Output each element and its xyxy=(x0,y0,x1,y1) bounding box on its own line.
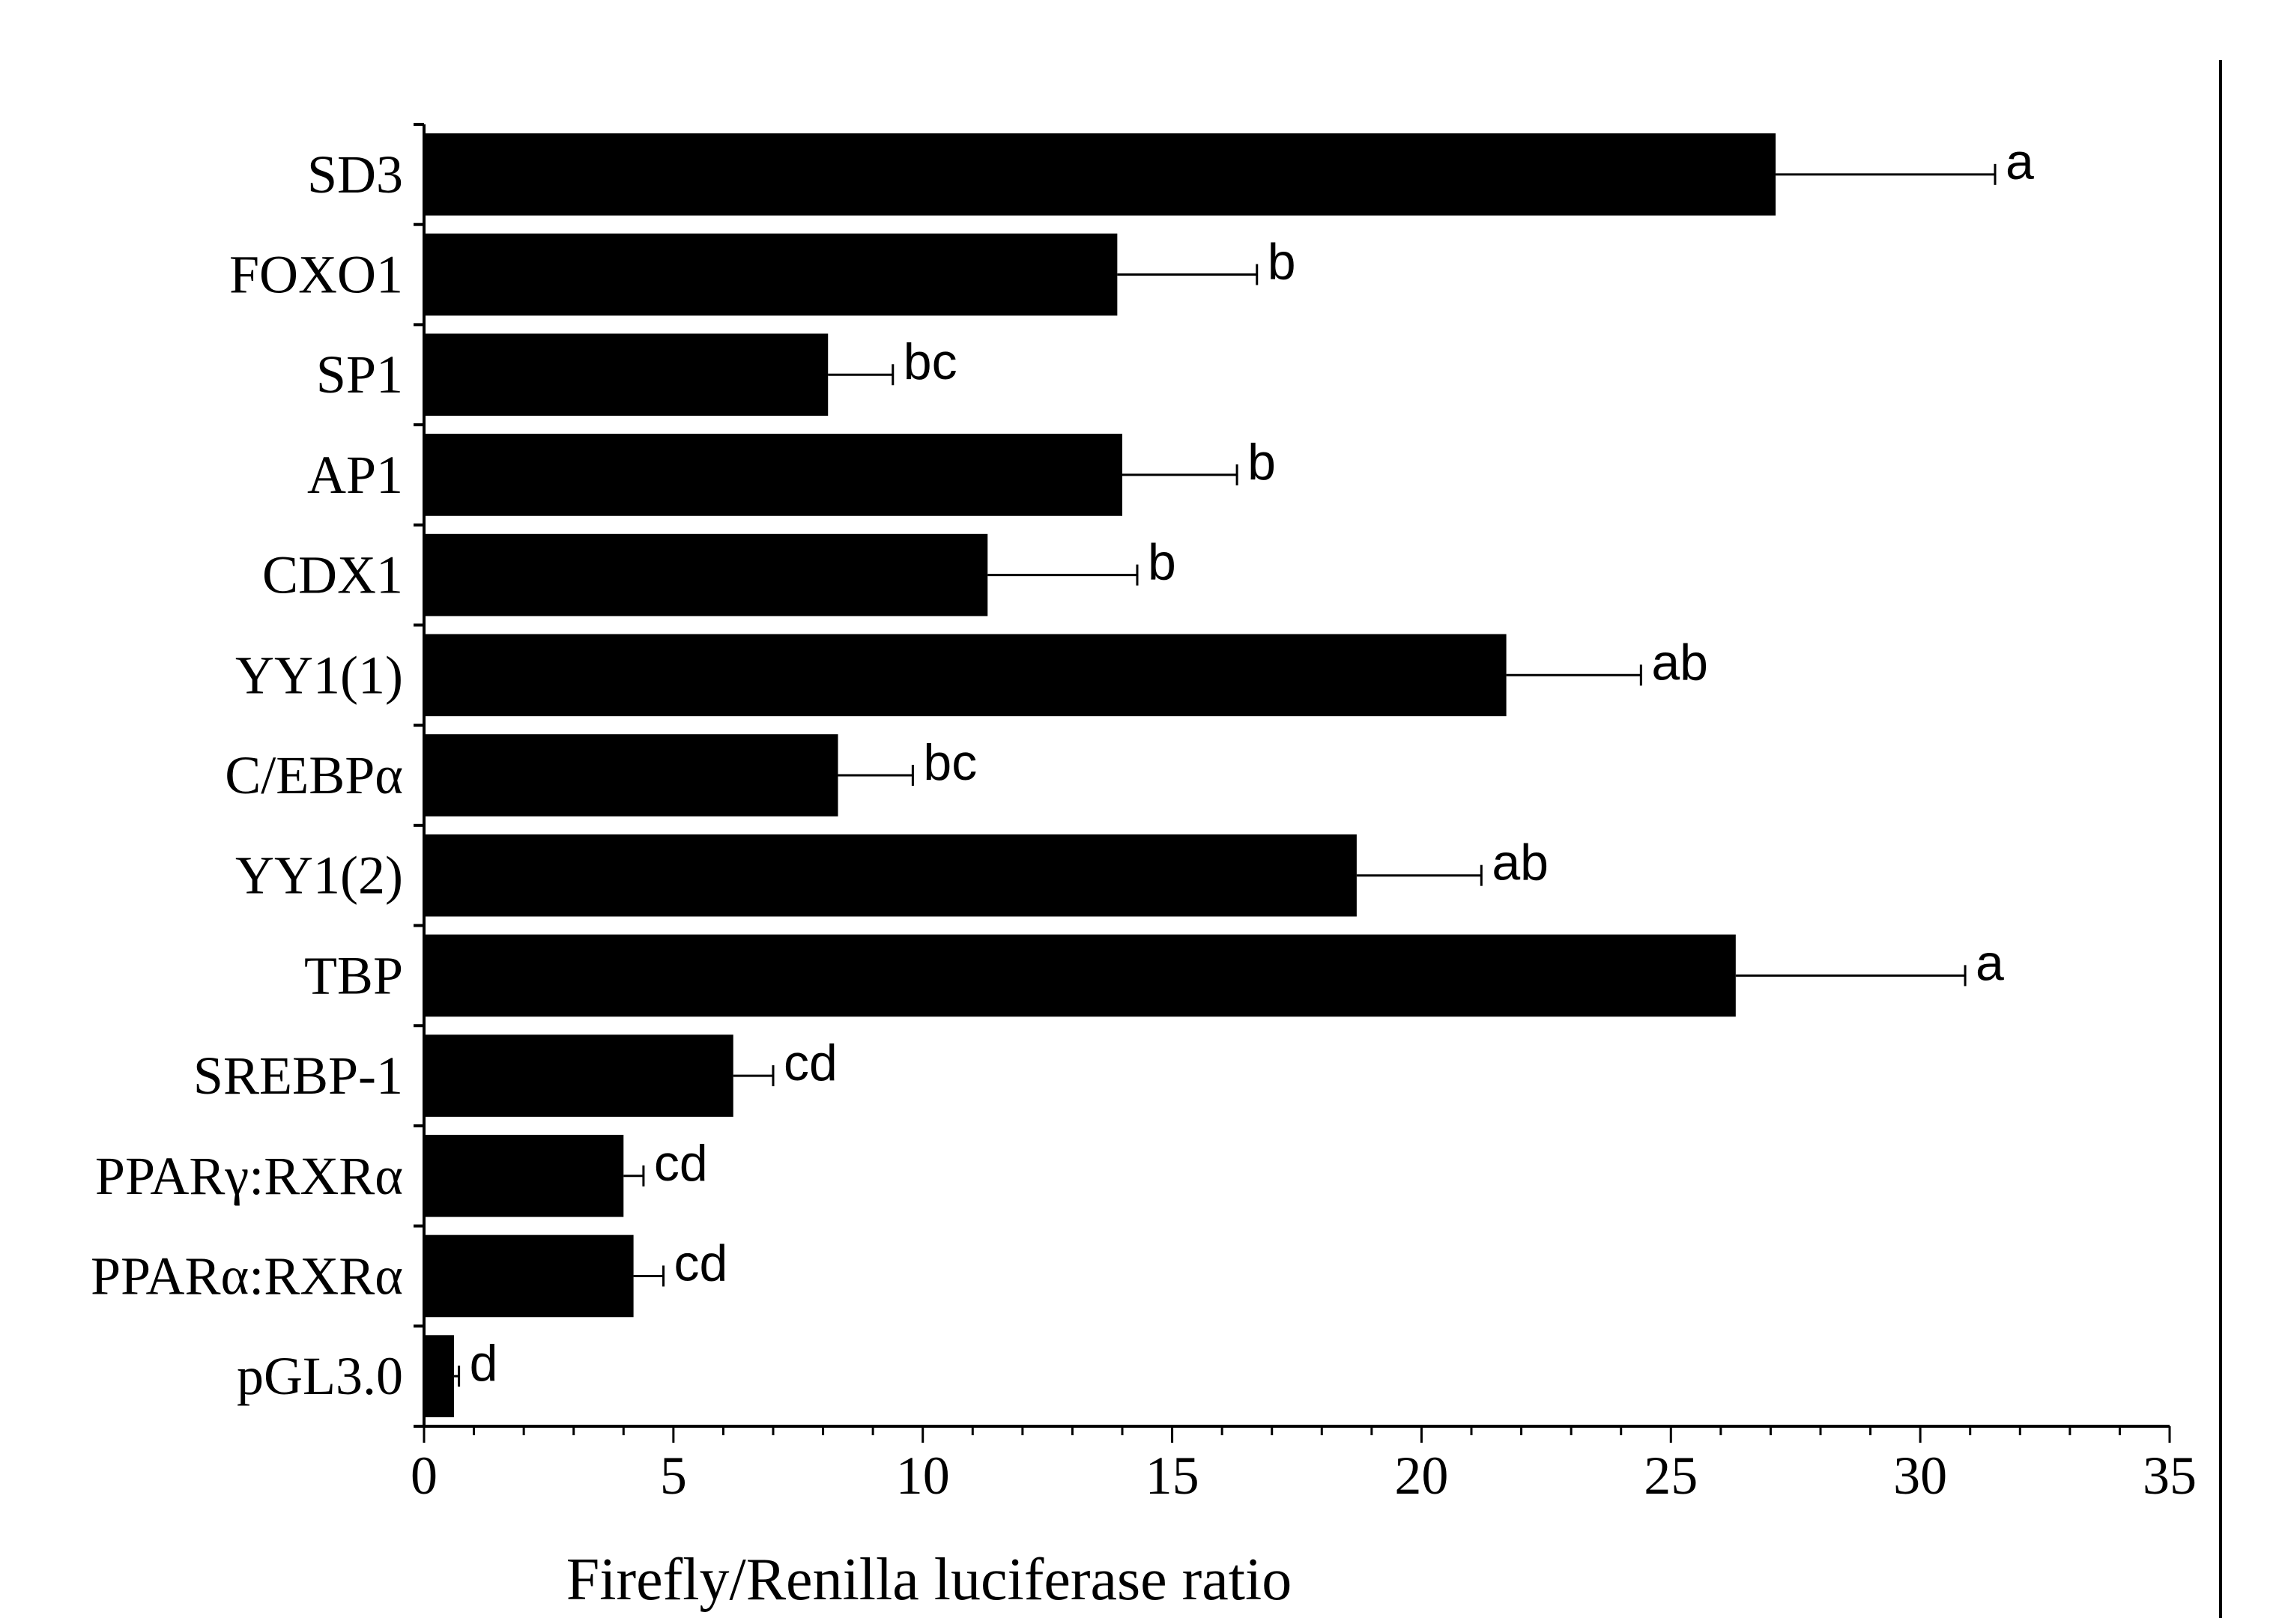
category-label: PPARγ:RXRα xyxy=(95,1146,403,1206)
significance-label: bc xyxy=(904,333,957,390)
x-tick-label: 15 xyxy=(1146,1446,1199,1506)
bar xyxy=(424,333,829,416)
x-axis-title: Firefly/Renilla luciferase ratio xyxy=(566,1547,1292,1613)
category-label: SD3 xyxy=(307,145,403,204)
significance-label: cd xyxy=(784,1034,838,1091)
bar xyxy=(424,834,1357,917)
labels-layer: a SD3 b FOXO1 bc SP1 b AP1 b CDX1 ab YY1(1) bc C/EBPα… xyxy=(91,133,2197,1506)
x-tick-label: 5 xyxy=(660,1446,687,1506)
significance-label: d xyxy=(470,1335,498,1392)
category-label: YY1(2) xyxy=(235,846,403,906)
axes-layer xyxy=(414,123,2171,1443)
significance-label: ab xyxy=(1651,634,1708,691)
category-label: PPARα:RXRα xyxy=(91,1246,403,1306)
category-label: AP1 xyxy=(307,445,403,505)
x-tick-label: 20 xyxy=(1394,1446,1448,1506)
category-label: SREBP-1 xyxy=(193,1046,403,1106)
bar xyxy=(424,1034,733,1117)
bar xyxy=(424,934,1736,1017)
x-tick-label: 10 xyxy=(896,1446,950,1506)
significance-label: ab xyxy=(1492,834,1549,891)
significance-label: a xyxy=(1976,934,2004,991)
bar xyxy=(424,1134,624,1217)
x-tick-label: 0 xyxy=(411,1446,438,1506)
x-tick-label: 35 xyxy=(2143,1446,2197,1506)
x-tick-label: 30 xyxy=(1893,1446,1947,1506)
category-label: FOXO1 xyxy=(229,245,403,305)
bar xyxy=(424,133,1776,216)
category-label: YY1(1) xyxy=(235,645,403,705)
category-label: pGL3.0 xyxy=(237,1346,403,1406)
x-tick-label: 25 xyxy=(1644,1446,1698,1506)
significance-label: a xyxy=(2006,133,2034,190)
significance-label: cd xyxy=(654,1135,708,1192)
significance-label: cd xyxy=(674,1234,728,1291)
category-label: C/EBPα xyxy=(225,745,403,805)
category-label: TBP xyxy=(304,945,403,1005)
bar xyxy=(424,634,1507,717)
bar xyxy=(424,434,1122,516)
bar xyxy=(424,233,1118,316)
significance-label: b xyxy=(1148,534,1176,591)
bar xyxy=(424,1234,634,1318)
significance-label: b xyxy=(1247,434,1276,491)
significance-label: b xyxy=(1268,234,1296,291)
category-label: SP1 xyxy=(316,345,403,405)
bar xyxy=(424,533,988,616)
bar xyxy=(424,734,838,816)
bars-layer xyxy=(424,133,1997,1417)
significance-label: bc xyxy=(923,734,977,791)
bar xyxy=(424,1335,454,1417)
category-label: CDX1 xyxy=(262,545,403,605)
